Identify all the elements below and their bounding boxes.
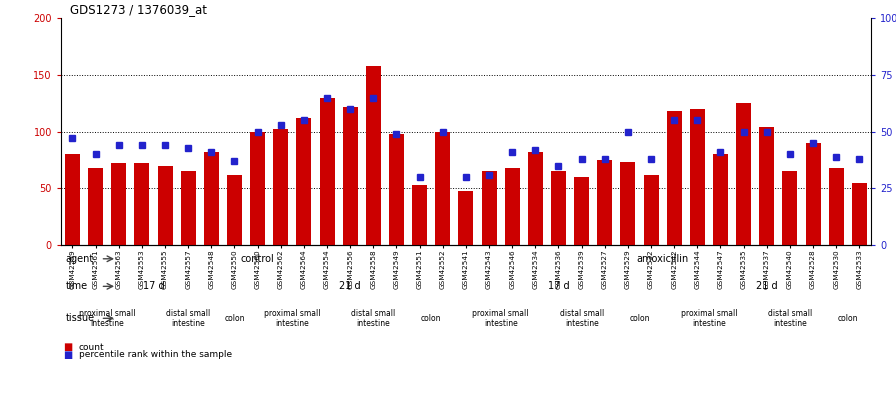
Bar — [481, 171, 496, 245]
Text: distal small
intestine: distal small intestine — [768, 309, 812, 328]
Text: colon: colon — [838, 314, 858, 323]
Text: 17 d: 17 d — [142, 281, 164, 291]
Bar — [250, 132, 265, 245]
Text: GDS1273 / 1376039_at: GDS1273 / 1376039_at — [70, 3, 207, 16]
Bar — [528, 152, 543, 245]
Text: tissue: tissue — [65, 313, 95, 323]
Bar — [435, 132, 451, 245]
Bar — [551, 171, 566, 245]
Text: distal small
intestine: distal small intestine — [559, 309, 604, 328]
Bar — [227, 175, 242, 245]
Bar — [598, 160, 612, 245]
Bar — [65, 154, 80, 245]
Bar — [806, 143, 821, 245]
Bar — [297, 118, 312, 245]
Bar — [690, 109, 705, 245]
Text: ■: ■ — [63, 350, 72, 360]
Bar — [389, 134, 404, 245]
Text: ■: ■ — [63, 343, 72, 352]
Text: distal small
intestine: distal small intestine — [166, 309, 211, 328]
Bar — [643, 175, 659, 245]
Bar — [203, 152, 219, 245]
Text: proximal small
intestine: proximal small intestine — [681, 309, 737, 328]
Bar — [320, 98, 334, 245]
Bar — [852, 183, 866, 245]
Text: proximal small
intestine: proximal small intestine — [264, 309, 321, 328]
Bar — [759, 127, 774, 245]
Text: 17 d: 17 d — [547, 281, 569, 291]
Bar — [620, 162, 635, 245]
Text: distal small
intestine: distal small intestine — [351, 309, 395, 328]
Text: proximal small
intestine: proximal small intestine — [472, 309, 529, 328]
Bar — [504, 168, 520, 245]
Text: 21 d: 21 d — [340, 281, 361, 291]
Bar — [459, 191, 473, 245]
Text: time: time — [65, 281, 88, 291]
Text: control: control — [241, 254, 274, 264]
Bar — [829, 168, 844, 245]
Text: amoxicillin: amoxicillin — [636, 254, 689, 264]
Bar — [342, 107, 358, 245]
Bar — [412, 185, 427, 245]
Text: colon: colon — [421, 314, 442, 323]
Bar — [111, 163, 126, 245]
Bar — [88, 168, 103, 245]
Text: colon: colon — [629, 314, 650, 323]
Text: 21 d: 21 d — [756, 281, 778, 291]
Bar — [737, 103, 751, 245]
Bar — [782, 171, 797, 245]
Bar — [667, 111, 682, 245]
Bar — [134, 163, 150, 245]
Text: colon: colon — [224, 314, 245, 323]
Bar — [366, 66, 381, 245]
Bar — [273, 129, 289, 245]
Text: agent: agent — [65, 254, 94, 264]
Bar — [574, 177, 590, 245]
Bar — [158, 166, 173, 245]
Text: proximal small
intestine: proximal small intestine — [79, 309, 135, 328]
Bar — [181, 171, 195, 245]
Bar — [713, 154, 728, 245]
Text: count: count — [79, 343, 105, 352]
Text: percentile rank within the sample: percentile rank within the sample — [79, 350, 232, 359]
